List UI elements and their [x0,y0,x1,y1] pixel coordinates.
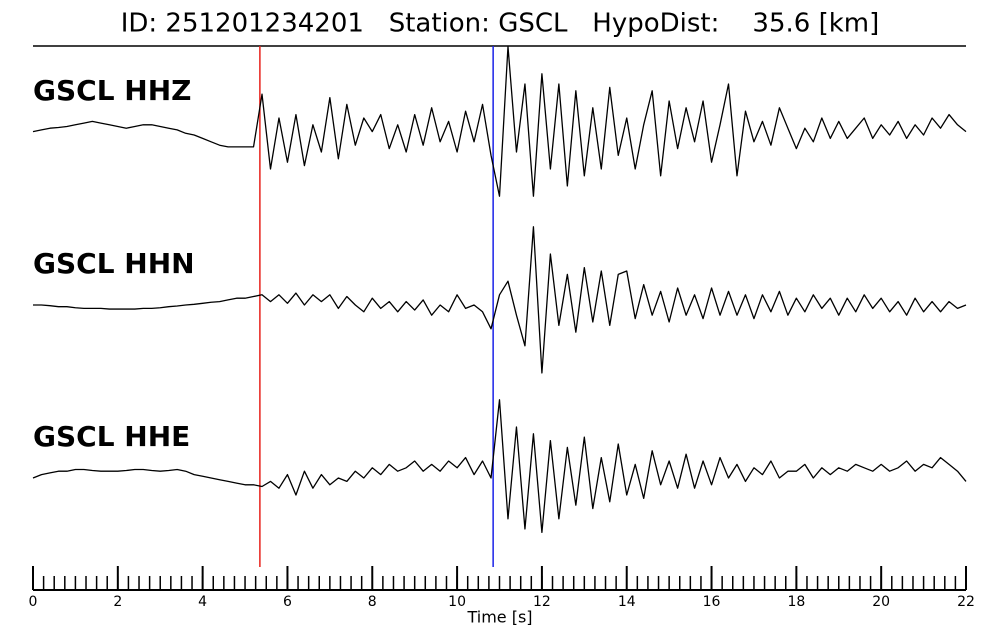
trace-label: GSCL HHE [33,420,190,453]
x-tick-label: 6 [283,594,292,610]
x-tick-label: 20 [872,594,890,610]
x-tick-label: 10 [448,594,466,610]
trace-label: GSCL HHN [33,247,195,280]
x-tick-label: 0 [29,594,38,610]
x-tick-label: 18 [787,594,805,610]
x-axis-label: Time [s] [466,608,532,627]
x-tick-label: 4 [198,594,207,610]
waveform [32,399,967,534]
figure-title: ID: 251201234201 Station: GSCL HypoDist:… [121,9,880,39]
x-tick-label: 14 [618,594,636,610]
x-tick-label: 16 [703,594,721,610]
waveform [33,226,967,374]
waveform [32,45,967,197]
x-tick-label: 22 [957,594,975,610]
x-tick-label: 8 [368,594,377,610]
trace-label: GSCL HHZ [33,74,191,107]
x-tick-label: 12 [533,594,551,610]
x-tick-label: 2 [113,594,122,610]
